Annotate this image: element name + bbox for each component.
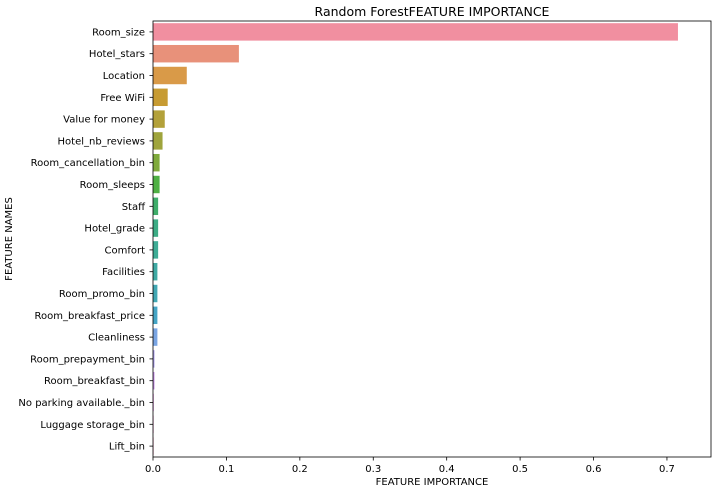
x-tick-label: 0.0 xyxy=(145,464,161,475)
x-tick-label: 0.3 xyxy=(365,464,381,475)
y-tick-label: Room_breakfast_price xyxy=(35,311,145,322)
y-tick-label: Room_sleeps xyxy=(80,180,145,191)
y-tick-label: Location xyxy=(103,71,145,82)
bar-5 xyxy=(153,132,163,150)
y-tick-label: Room_prepayment_bin xyxy=(30,354,145,365)
bar-7 xyxy=(153,175,160,194)
bar-9 xyxy=(153,219,159,237)
y-tick-label: Hotel_nb_reviews xyxy=(58,136,145,147)
y-tick-label: Lift_bin xyxy=(109,442,145,453)
y-tick-label: Cleanliness xyxy=(88,333,145,344)
x-tick-label: 0.1 xyxy=(218,464,234,475)
bar-0 xyxy=(153,23,678,41)
bar-6 xyxy=(153,153,160,172)
y-tick-label: Room_size xyxy=(92,27,145,38)
bar-11 xyxy=(153,262,158,281)
bar-1 xyxy=(153,44,239,63)
y-tick-label: Free WiFi xyxy=(100,93,145,104)
y-tick-label: Facilities xyxy=(102,267,145,278)
bar-16 xyxy=(153,371,155,390)
bar-12 xyxy=(153,284,158,303)
bar-10 xyxy=(153,241,159,259)
x-tick-label: 0.5 xyxy=(512,464,528,475)
bar-8 xyxy=(153,197,159,216)
x-ticks: 0.0 0.1 0.2 0.3 0.4 0.5 0.6 0.7 xyxy=(145,457,675,475)
y-tick-label: Hotel_stars xyxy=(89,49,145,60)
y-axis-label: FEATURE NAMES xyxy=(4,197,15,281)
chart-title: Random ForestFEATURE IMPORTANCE xyxy=(315,4,550,19)
bars-layer xyxy=(153,23,678,455)
y-tick-label: Comfort xyxy=(104,245,145,256)
y-tick-label: Hotel_grade xyxy=(84,224,145,235)
y-tick-label: Value for money xyxy=(63,115,145,126)
bar-14 xyxy=(153,328,158,346)
bar-4 xyxy=(153,110,165,128)
x-tick-label: 0.6 xyxy=(586,464,602,475)
x-axis-label: FEATURE IMPORTANCE xyxy=(376,477,489,488)
x-tick-label: 0.4 xyxy=(439,464,455,475)
y-tick-label: Room_breakfast_bin xyxy=(44,376,145,387)
y-tick-label: No parking available._bin xyxy=(18,398,145,409)
y-tick-label: Room_cancellation_bin xyxy=(31,158,145,169)
y-tick-label: Luggage storage_bin xyxy=(40,420,145,431)
x-tick-label: 0.7 xyxy=(659,464,675,475)
y-tick-label: Staff xyxy=(122,202,146,213)
y-tick-label: Room_promo_bin xyxy=(59,289,145,300)
bar-2 xyxy=(153,66,187,85)
y-ticks: Room_size Hotel_stars Location Free WiFi Val… xyxy=(18,27,153,453)
bar-13 xyxy=(153,306,158,325)
bar-15 xyxy=(153,350,155,368)
x-tick-label: 0.2 xyxy=(292,464,308,475)
plot-frame xyxy=(152,20,712,458)
bar-3 xyxy=(153,88,168,107)
